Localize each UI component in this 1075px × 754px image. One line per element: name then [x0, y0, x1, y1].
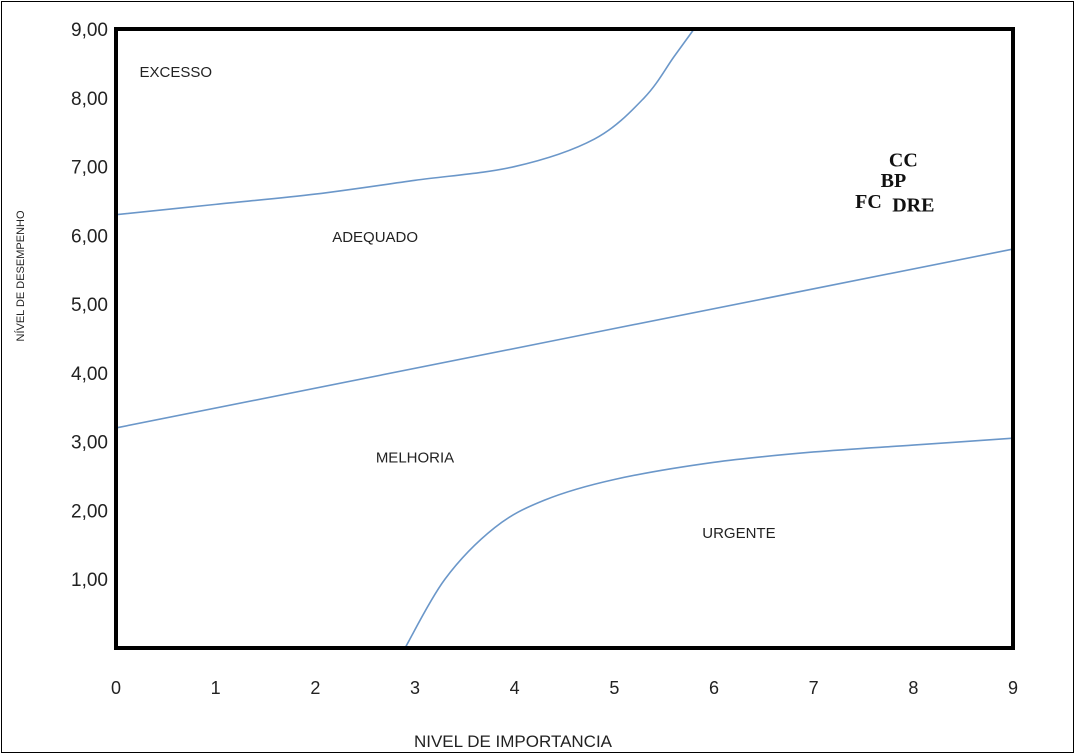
- point-label-dre: DRE: [892, 194, 934, 216]
- y-tick-label: 9,00: [71, 20, 108, 41]
- y-tick-label: 4,00: [71, 364, 108, 385]
- point-label-bp: BP: [881, 170, 907, 192]
- y-tick-labels: 1,00 2,00 3,00 4,00 5,00 6,00 7,00 8,00 9,00: [71, 20, 108, 591]
- plot-area: [114, 27, 1015, 650]
- boundary-curves: [115, 28, 1014, 649]
- y-tick-label: 1,00: [71, 570, 108, 591]
- y-tick-label: 7,00: [71, 158, 108, 179]
- boundary-excesso-adequado: [115, 28, 695, 216]
- y-tick-label: 3,00: [71, 433, 108, 454]
- x-axis-label: NIVEL DE IMPORTANCIA: [414, 732, 613, 751]
- x-tick-label: 7: [809, 678, 819, 698]
- x-tick-label: 3: [410, 678, 420, 698]
- zone-label-adequado: ADEQUADO: [332, 229, 418, 246]
- y-tick-label: 8,00: [71, 89, 108, 110]
- x-tick-label: 4: [510, 678, 520, 698]
- point-label-fc: FC: [855, 191, 882, 213]
- x-tick-label: 0: [111, 678, 121, 698]
- y-tick-label: 5,00: [71, 295, 108, 316]
- point-label-cc: CC: [889, 150, 918, 172]
- zone-label-melhoria: MELHORIA: [376, 449, 454, 466]
- boundary-adequado-melhoria: [115, 248, 1014, 429]
- x-tick-label: 1: [211, 678, 221, 698]
- zone-label-urgente: URGENTE: [702, 525, 775, 542]
- x-tick-label: 6: [709, 678, 719, 698]
- y-tick-label: 2,00: [71, 501, 108, 522]
- y-axis-label: NÍVEL DE DESEMPENHO: [14, 210, 27, 341]
- x-tick-label: 8: [908, 678, 918, 698]
- y-tick-label: 6,00: [71, 226, 108, 247]
- zone-labels: EXCESSO ADEQUADO MELHORIA URGENTE: [140, 64, 776, 542]
- x-tick-label: 9: [1008, 678, 1018, 698]
- boundary-melhoria-urgente: [404, 437, 1014, 649]
- zone-label-excesso: EXCESSO: [140, 64, 213, 81]
- x-tick-label: 5: [609, 678, 619, 698]
- x-tick-label: 2: [310, 678, 320, 698]
- x-tick-labels: 0 1 2 3 4 5 6 7 8 9: [111, 678, 1018, 698]
